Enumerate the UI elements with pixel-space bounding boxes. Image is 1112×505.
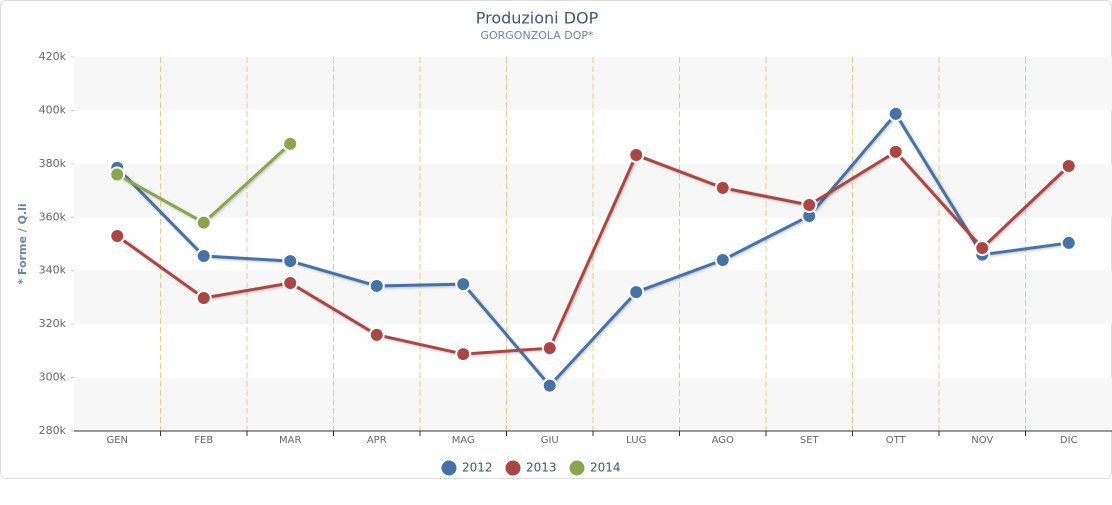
legend-marker [568,459,586,477]
data-point [368,277,385,294]
plot-band [74,163,1112,218]
data-point [887,105,904,122]
data-point [455,276,472,293]
x-tick-label: DIC [1060,435,1078,446]
y-tick-label: 280k [39,424,67,437]
x-tick-label: NOV [971,435,993,446]
legend-label: 2014 [590,461,621,475]
data-point [628,284,645,301]
data-point [368,326,385,343]
chart-subtitle: GORGONZOLA DOP* [480,29,594,42]
data-point [974,240,991,257]
y-tick-label: 380k [39,157,67,170]
x-tick-label: FEB [194,435,213,446]
plot-band [74,270,1112,325]
series-line [116,150,1070,356]
data-point [109,227,126,244]
data-point [195,289,212,306]
x-tick-label: APR [367,435,387,446]
data-point [801,196,818,213]
y-tick-label: 360k [39,210,67,223]
y-tick-label: 420k [39,50,67,63]
data-point [628,147,645,164]
x-tick-label: MAR [279,435,301,446]
x-tick-label: SET [800,435,820,446]
data-point [195,248,212,265]
y-tick-label: 400k [39,103,67,116]
data-point [1060,234,1077,251]
x-tick-label: GEN [106,435,128,446]
data-point [714,179,731,196]
data-point [455,346,472,363]
y-tick-label: 340k [39,264,67,277]
x-tick-label: MAG [452,435,475,446]
data-point [541,340,558,357]
series-line [116,112,1069,388]
plot-band [74,57,1112,111]
x-tick-label: OTT [886,435,907,446]
legend-label: 2012 [462,461,493,475]
x-tick-label: AGO [712,435,734,446]
data-point [109,166,126,183]
y-axis-title: * Forme / Q.li [16,203,29,284]
data-point [282,253,299,270]
data-point [1060,157,1077,174]
y-tick-label: 300k [39,371,67,384]
y-tick-label: 320k [39,317,67,330]
data-point [195,214,212,231]
data-point [541,377,558,394]
data-point [282,275,299,292]
data-point [887,143,904,160]
x-tick-label: LUG [626,435,646,446]
chart-title: Produzioni DOP [476,9,599,28]
legend-label: 2013 [526,461,557,475]
x-tick-label: GIU [541,435,559,446]
legend-marker [440,459,458,477]
legend-marker [504,459,522,477]
data-point [714,252,731,269]
data-point [282,135,299,152]
